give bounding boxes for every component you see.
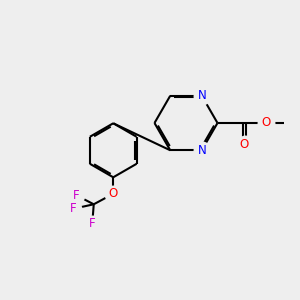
Text: F: F <box>89 217 96 230</box>
Text: N: N <box>197 89 206 102</box>
Text: O: O <box>240 137 249 151</box>
Text: F: F <box>73 189 80 202</box>
Text: N: N <box>197 144 206 157</box>
Text: O: O <box>109 187 118 200</box>
Text: F: F <box>70 202 77 215</box>
Text: O: O <box>261 116 270 130</box>
